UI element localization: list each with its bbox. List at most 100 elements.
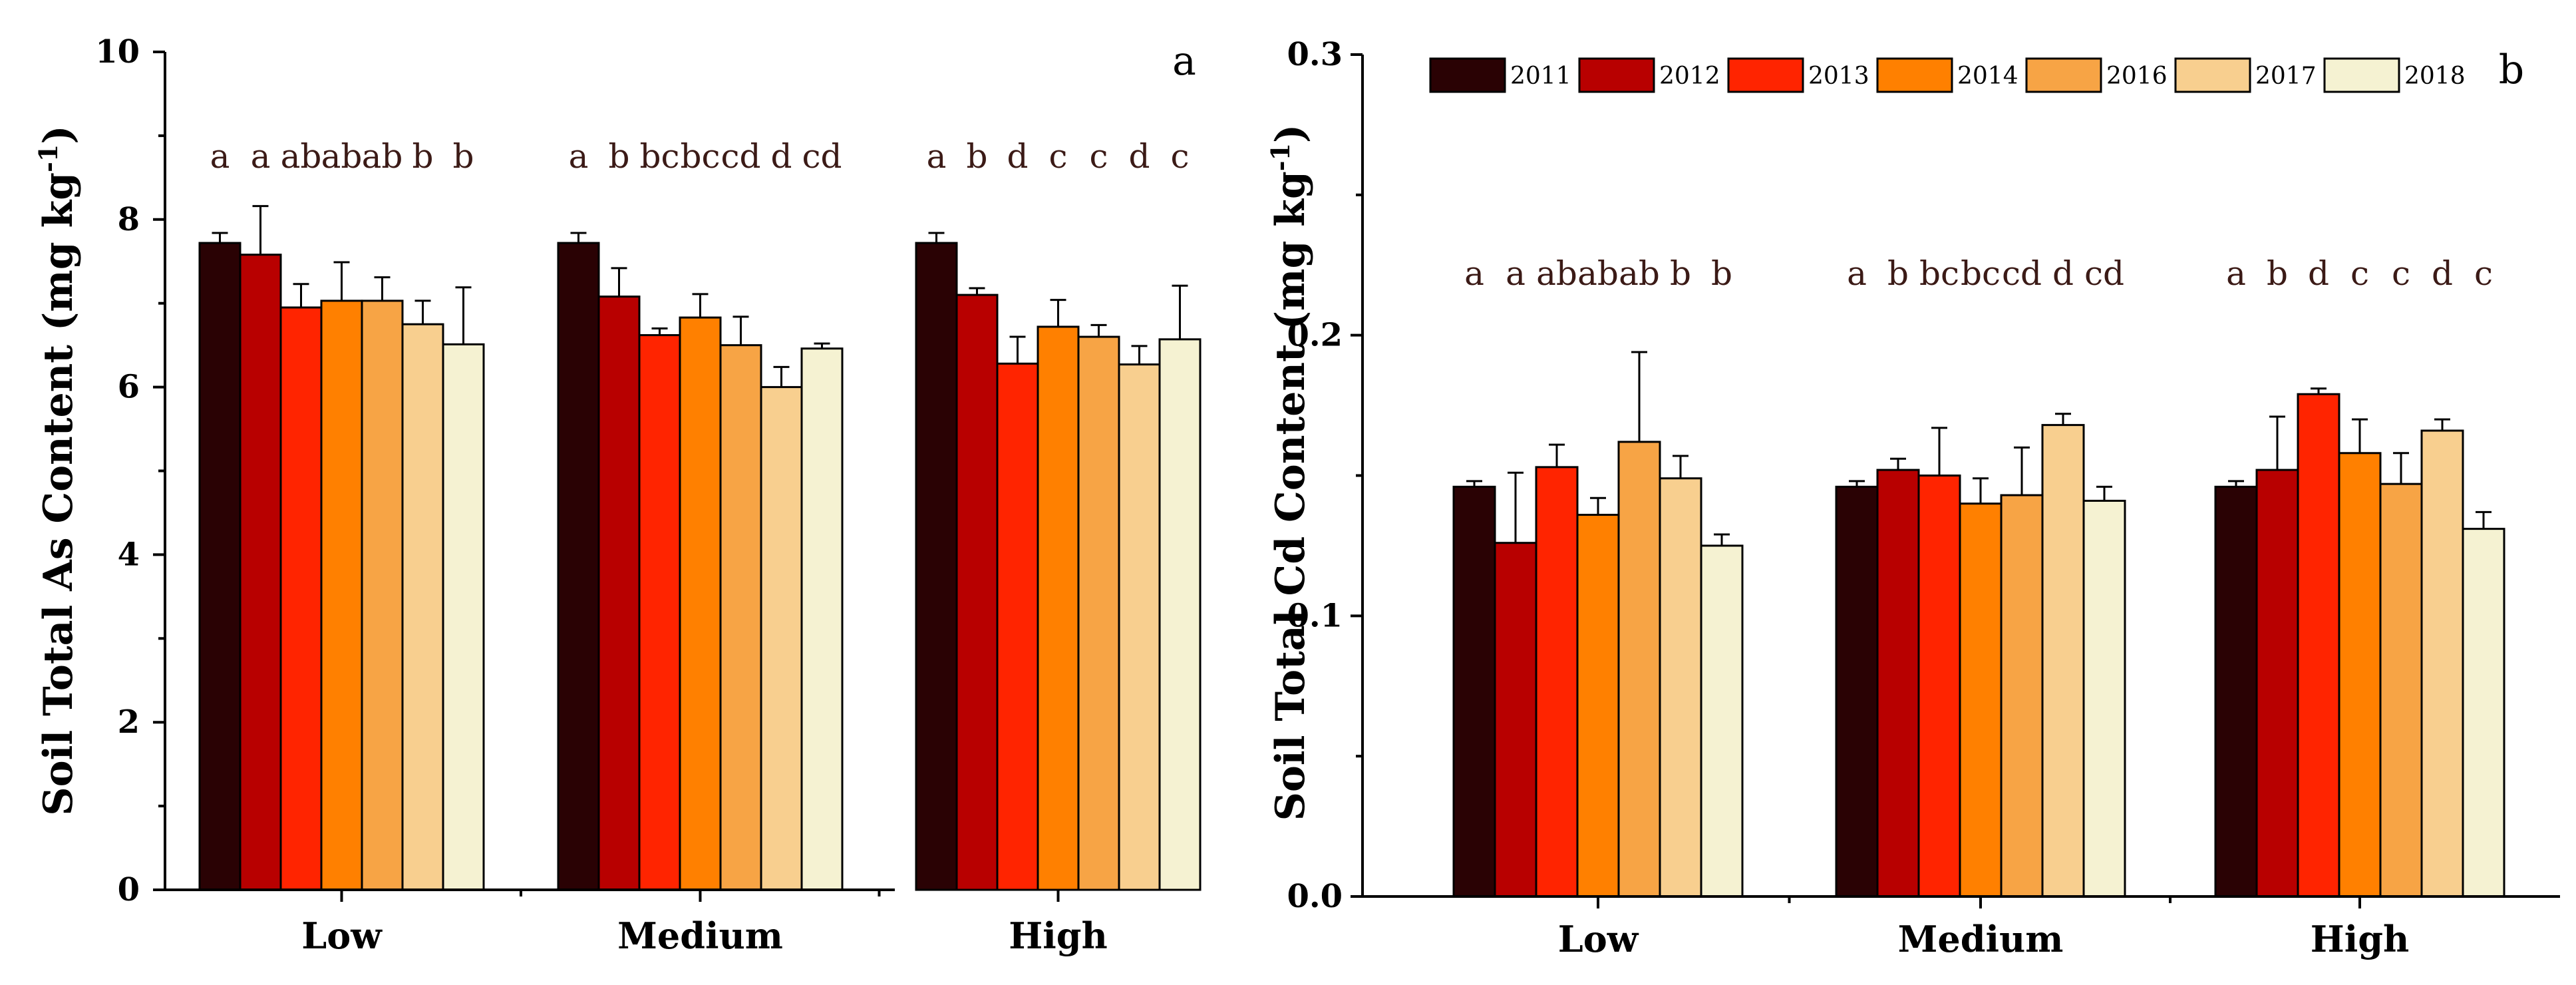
significance-letter: bc — [1919, 254, 1959, 293]
significance-letter: a — [569, 137, 589, 176]
significance-letter: b — [452, 137, 474, 176]
legend-swatch-2017 — [2174, 57, 2251, 93]
significance-letter: a — [2226, 254, 2246, 293]
panel-label-a: a — [1172, 38, 1196, 85]
significance-letter: d — [2432, 254, 2453, 293]
significance-letter: c — [1170, 137, 1189, 176]
significance-letter: b — [412, 137, 433, 176]
legend-label-2017: 2017 — [2255, 63, 2317, 90]
significance-letter: a — [1506, 254, 1526, 293]
significance-letter: c — [1048, 137, 1067, 176]
significance-letter: cd — [2084, 254, 2124, 293]
y-axis-title-tail: ) — [1267, 124, 1314, 143]
y-axis-title-main: Soil Total As Content (mg kg — [35, 172, 82, 816]
y-tick-label-a: 0 — [118, 871, 140, 908]
significance-letter: ab — [1619, 254, 1660, 293]
significance-letter: b — [1887, 254, 1909, 293]
y-axis-title-superscript: -1 — [1265, 143, 1295, 171]
bar-low-2011 — [198, 242, 242, 891]
bar-low-2017 — [1659, 477, 1702, 898]
bar-high-2018 — [1158, 338, 1202, 891]
significance-letter: a — [1847, 254, 1867, 293]
bar-high-2017 — [2420, 429, 2464, 898]
bar-low-2014 — [320, 299, 363, 891]
legend: 2011 2012 2013 2014 2016 2017 2018 — [1429, 57, 2466, 93]
category-label-low: Low — [301, 914, 383, 957]
significance-letter: a — [927, 137, 947, 176]
legend-swatch-2011 — [1429, 57, 1506, 93]
y-axis-title-a: Soil Total As Content (mg kg-1) — [33, 125, 82, 815]
bar-medium-2018 — [2082, 499, 2126, 898]
category-label-medium: Medium — [1898, 918, 2064, 960]
bar-medium-2011 — [1835, 485, 1879, 898]
significance-letter: b — [1670, 254, 1691, 293]
bar-low-2012 — [239, 254, 282, 891]
significance-letter: cd — [721, 137, 760, 176]
bar-low-2013 — [279, 306, 323, 891]
significance-letter: cd — [802, 137, 842, 176]
category-label-high: High — [2311, 918, 2410, 960]
legend-swatch-2013 — [1727, 57, 1804, 93]
legend-swatch-2016 — [2025, 57, 2102, 93]
y-tick-label-a: 6 — [118, 369, 140, 406]
bar-high-2012 — [2255, 469, 2299, 898]
significance-letter: d — [1128, 137, 1150, 176]
bar-low-2012 — [1494, 542, 1537, 898]
legend-swatch-2012 — [1578, 57, 1655, 93]
y-tick-label-b: 0.1 — [1287, 597, 1343, 634]
bar-low-2018 — [1700, 544, 1744, 898]
bars-a — [198, 205, 1202, 891]
bar-low-2018 — [442, 343, 485, 891]
bar-high-2018 — [2462, 528, 2505, 898]
significance-letter: c — [2392, 254, 2410, 293]
significance-letter: a — [251, 137, 271, 176]
significance-letter: ab — [281, 137, 322, 176]
bar-high-2017 — [1118, 363, 1161, 891]
bar-low-2011 — [1452, 485, 1496, 898]
legend-label-2014: 2014 — [1957, 63, 2018, 90]
bar-medium-2012 — [597, 296, 641, 891]
panel-label-b: b — [2499, 47, 2524, 93]
bar-medium-2013 — [638, 334, 681, 891]
bar-medium-2012 — [1876, 469, 1920, 898]
legend-label-2012: 2012 — [1659, 63, 1720, 90]
significance-letters-b: a a ab ab ab b b a b bc bc cd d cd a b d c c d c — [1464, 254, 2493, 293]
legend-label-2016: 2016 — [2106, 63, 2168, 90]
bar-high-2013 — [996, 362, 1039, 891]
significance-letter: ab — [1577, 254, 1619, 293]
legend-label-2018: 2018 — [2404, 63, 2466, 90]
category-label-high: High — [1009, 914, 1108, 957]
bar-medium-2014 — [1959, 502, 2003, 898]
significance-letter: b — [2267, 254, 2288, 293]
bar-high-2016 — [1077, 335, 1120, 891]
y-tick-label-a: 10 — [95, 33, 140, 71]
y-axis-title-tail: ) — [35, 125, 82, 144]
bar-medium-2013 — [1917, 475, 1961, 898]
bar-low-2016 — [361, 299, 404, 891]
significance-letter: bc — [1961, 254, 2001, 293]
significance-letter: c — [2474, 254, 2493, 293]
bar-high-2016 — [2379, 483, 2423, 898]
significance-letter: ab — [321, 137, 363, 176]
bar-medium-2017 — [2041, 424, 2085, 898]
y-tick-label-a: 4 — [118, 536, 140, 573]
significance-letter: ab — [362, 137, 403, 176]
significance-letter: b — [608, 137, 629, 176]
bar-low-2014 — [1576, 514, 1620, 898]
significance-letters-a: a a ab ab ab b b a b bc bc cd d cd a b d c c d c — [210, 137, 1190, 176]
bar-medium-2017 — [760, 386, 803, 891]
y-tick-label-b: 0.3 — [1287, 36, 1343, 73]
y-axis-title-main: Soil Total Cd Content (mg kg — [1267, 171, 1314, 821]
bar-high-2011 — [2214, 485, 2258, 898]
bar-low-2016 — [1617, 441, 1661, 898]
bar-high-2012 — [955, 294, 999, 891]
category-label-low: Low — [1558, 918, 1639, 960]
legend-label-2011: 2011 — [1510, 63, 1571, 90]
bar-high-2013 — [2297, 393, 2340, 898]
significance-letter: b — [966, 137, 987, 176]
significance-letter: c — [1089, 137, 1108, 176]
y-axis-title-b: Soil Total Cd Content (mg kg-1) — [1265, 124, 1314, 821]
bar-medium-2011 — [557, 242, 600, 891]
legend-swatch-2018 — [2323, 57, 2400, 93]
bar-medium-2016 — [719, 344, 762, 891]
